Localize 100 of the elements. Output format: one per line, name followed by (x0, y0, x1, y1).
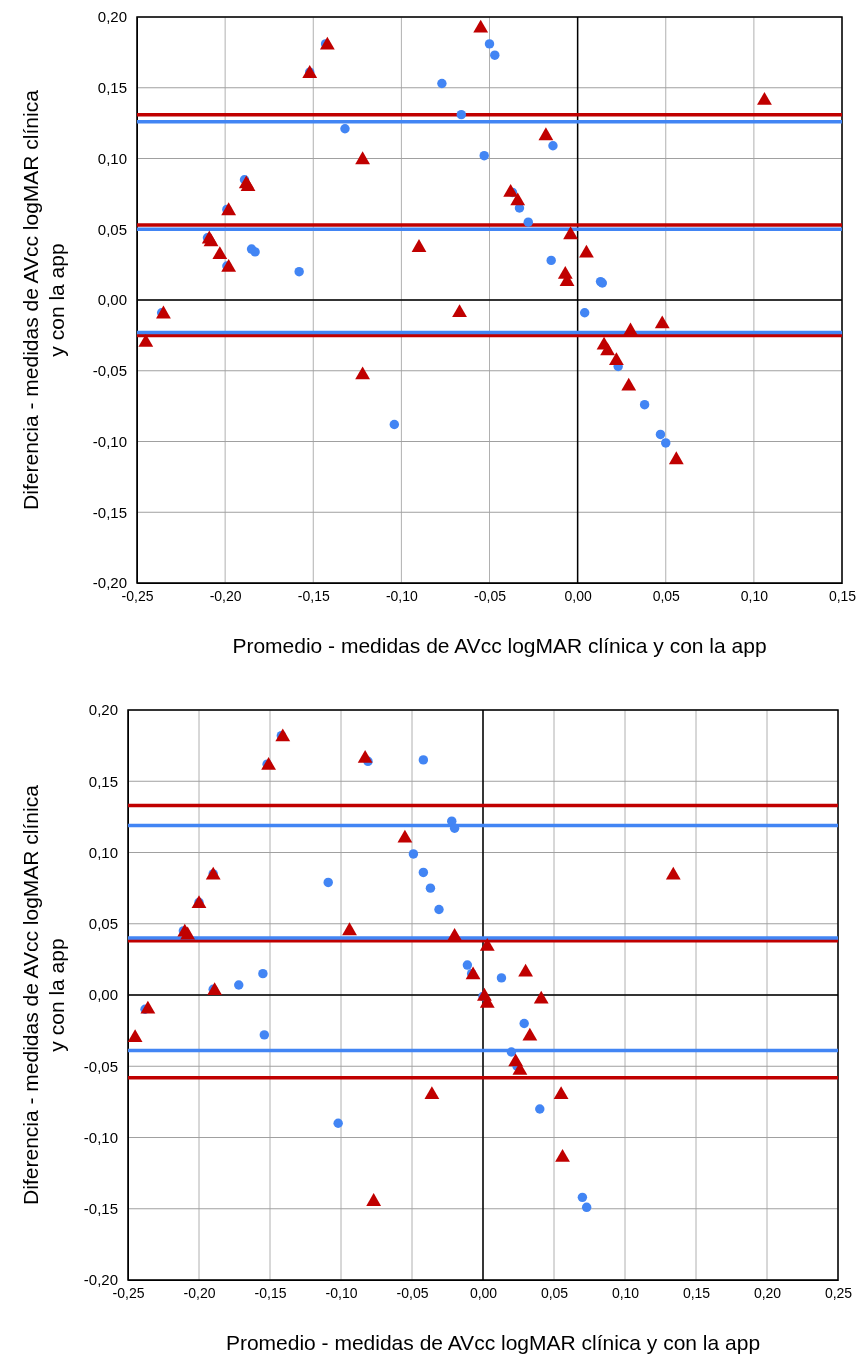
point (518, 963, 534, 977)
point (496, 973, 507, 983)
point (424, 1086, 440, 1100)
x-tick-label: -0,20 (209, 587, 242, 604)
point (212, 246, 228, 259)
point (342, 922, 357, 936)
x-tick-label: 0,05 (540, 1284, 569, 1301)
x-tick-label: 0,25 (824, 1284, 853, 1301)
y-tick-label: 0,15 (97, 79, 127, 97)
point (411, 239, 427, 252)
y-tick-label: -0,05 (92, 362, 127, 380)
point (425, 883, 436, 893)
y-tick-label: 0,00 (97, 291, 127, 309)
point (665, 866, 681, 880)
point (538, 127, 554, 141)
point (757, 91, 772, 105)
point (484, 39, 495, 49)
x-tick-label: -0,05 (396, 1284, 429, 1301)
point (221, 258, 237, 272)
point (452, 304, 467, 318)
point (234, 980, 244, 990)
point (418, 755, 429, 765)
x-tick-label: 0,00 (469, 1284, 498, 1301)
point (366, 1193, 382, 1206)
x-tick-label: 0,05 (652, 587, 681, 604)
point (608, 352, 624, 366)
x-tick-label: 0,15 (828, 587, 857, 604)
point (579, 308, 590, 318)
point (456, 109, 467, 120)
y-axis-title: Diferencia - medidas de AVcc logMAR clínica y con la app (19, 89, 68, 510)
point (340, 124, 350, 134)
point (473, 19, 489, 33)
point (261, 757, 276, 770)
point (623, 322, 638, 336)
point (418, 867, 429, 878)
point (434, 904, 444, 915)
x-tick-label: -0,05 (474, 587, 507, 604)
point (294, 266, 304, 277)
point (490, 50, 500, 60)
y-tick-label: 0,05 (97, 220, 127, 238)
point (533, 990, 549, 1004)
x-tick-label: 0,10 (740, 587, 769, 604)
point (355, 151, 371, 165)
point (437, 78, 447, 89)
y-tick-label: -0,05 (83, 1057, 118, 1075)
y-tick-label: 0,00 (88, 986, 118, 1004)
point (548, 141, 558, 151)
point (319, 36, 335, 50)
point (127, 1029, 143, 1043)
point (465, 966, 481, 980)
point (519, 1018, 529, 1029)
point (259, 1030, 270, 1040)
y-tick-label: -0,15 (92, 503, 127, 521)
x-tick-label: -0,15 (297, 587, 330, 604)
x-tick-label: 0,10 (611, 1284, 640, 1301)
x-axis-title: Promedio - medidas de AVcc logMAR clínica y con la app (225, 1331, 761, 1354)
point (221, 202, 237, 216)
point (447, 928, 463, 941)
point (506, 1047, 517, 1057)
point (555, 1148, 570, 1162)
point (156, 305, 171, 319)
y-tick-label: -0,10 (92, 432, 127, 450)
x-tick-label: 0,15 (682, 1284, 711, 1301)
point (140, 1000, 156, 1014)
point (462, 960, 473, 970)
point (563, 226, 578, 240)
point (655, 429, 666, 440)
point (397, 829, 413, 843)
point (522, 1027, 538, 1041)
point (577, 1192, 588, 1203)
point (258, 968, 268, 979)
point (639, 400, 650, 410)
point (668, 451, 684, 465)
point (275, 728, 291, 742)
x-tick-label: -0,15 (254, 1284, 287, 1301)
point (553, 1086, 569, 1100)
point (323, 877, 333, 888)
point (512, 1061, 528, 1075)
point (479, 938, 495, 951)
y-tick-label: 0,05 (88, 915, 118, 933)
y-tick-label: -0,15 (83, 1200, 118, 1218)
point (581, 1202, 592, 1213)
y-axis-title: Diferencia - medidas de AVcc logMAR clínica y con la app (19, 784, 68, 1205)
point (355, 366, 371, 380)
point (546, 255, 556, 266)
x-tick-label: -0,10 (385, 587, 419, 604)
point (389, 419, 400, 430)
point (621, 377, 637, 391)
point (408, 849, 419, 859)
point (510, 192, 526, 206)
point (138, 333, 154, 347)
point (654, 315, 670, 329)
x-tick-label: 0,00 (564, 587, 592, 604)
point (250, 247, 260, 257)
point (579, 244, 594, 258)
point (449, 823, 460, 833)
point (661, 438, 671, 448)
y-tick-label: 0,20 (88, 701, 118, 719)
y-tick-label: 0,20 (97, 8, 127, 26)
point (503, 183, 519, 197)
